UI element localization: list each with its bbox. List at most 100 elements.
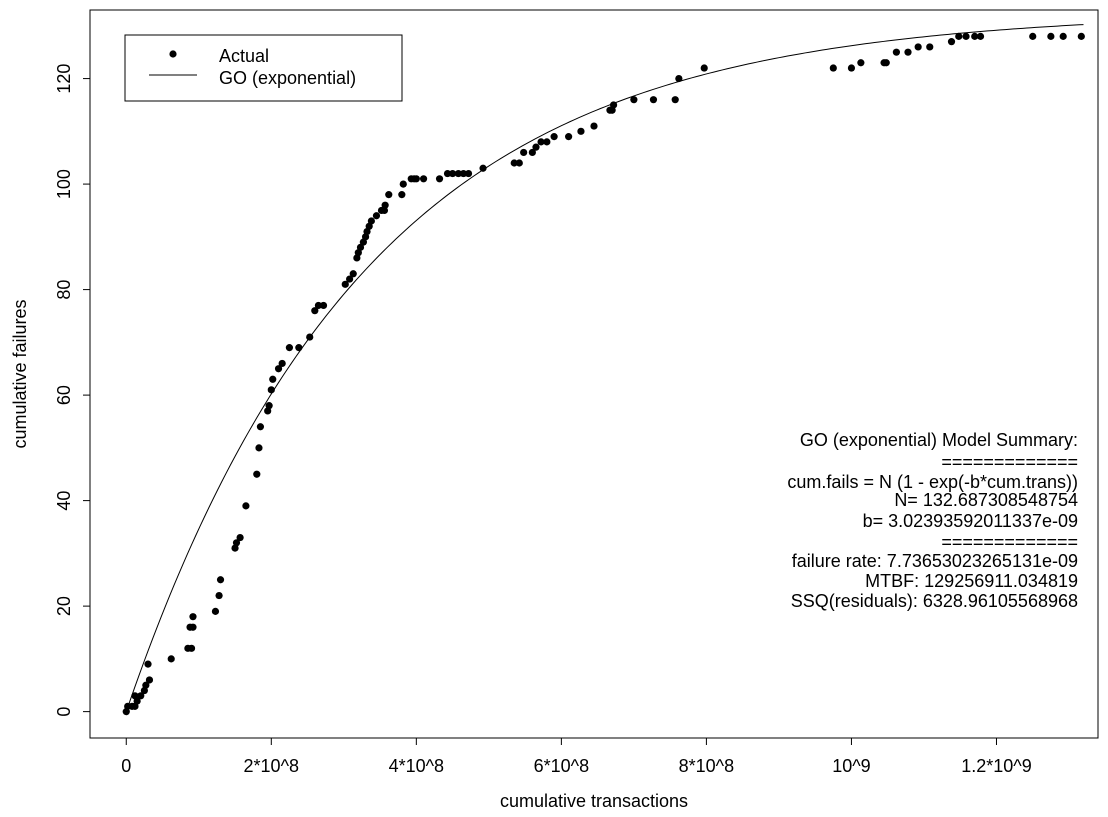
actual-point — [311, 307, 319, 315]
actual-point — [145, 676, 154, 684]
x-tick-label: 8*10^8 — [679, 756, 735, 776]
y-tick-label: 40 — [54, 491, 74, 511]
actual-point — [675, 74, 683, 83]
actual-point — [372, 212, 381, 220]
actual-point — [367, 217, 375, 225]
actual-point — [443, 169, 452, 178]
actual-point — [189, 623, 197, 631]
actual-point — [216, 576, 225, 584]
actual-point — [167, 655, 175, 663]
x-tick-label: 10^9 — [832, 756, 870, 776]
x-tick-label: 0 — [121, 756, 131, 776]
y-tick-label: 120 — [54, 64, 74, 94]
actual-point — [459, 169, 468, 178]
actual-point — [464, 169, 473, 178]
actual-point — [1059, 32, 1067, 40]
actual-point — [341, 280, 349, 288]
actual-point — [857, 59, 865, 67]
summary-failure-rate: failure rate: 7.73653023265131e-09 — [792, 551, 1078, 571]
actual-point — [274, 365, 283, 373]
actual-point — [398, 191, 406, 199]
actual-point — [419, 175, 428, 183]
actual-point — [892, 48, 901, 56]
y-tick-label: 100 — [54, 169, 74, 199]
actual-point — [137, 692, 145, 700]
summary-separator-1: ============= — [941, 452, 1078, 472]
actual-point — [399, 180, 407, 188]
actual-point — [314, 301, 323, 310]
actual-point — [144, 660, 152, 668]
actual-point — [630, 96, 638, 104]
y-tick-label: 60 — [54, 385, 74, 405]
actual-point — [319, 301, 328, 310]
actual-point — [278, 359, 286, 368]
actual-point — [955, 32, 963, 40]
actual-point — [847, 64, 856, 72]
actual-point — [232, 539, 241, 547]
actual-point — [577, 127, 585, 135]
actual-point — [947, 38, 956, 46]
actual-point — [829, 64, 837, 72]
actual-point — [520, 148, 528, 157]
actual-point — [356, 243, 365, 251]
legend: Actual GO (exponential) — [124, 34, 403, 102]
actual-point — [537, 138, 545, 146]
legend-label-actual: Actual — [219, 46, 269, 66]
y-tick-label: 80 — [54, 280, 74, 300]
actual-point — [649, 96, 658, 104]
actual-point — [1029, 32, 1037, 40]
actual-point — [189, 613, 197, 621]
actual-point — [532, 143, 540, 151]
legend-point-marker — [169, 50, 177, 58]
y-axis: 0 20 40 60 80 100 120 — [54, 64, 91, 717]
summary-mtbf: MTBF: 129256911.034819 — [865, 571, 1078, 591]
x-tick-label: 1.2*10^9 — [961, 756, 1032, 776]
actual-point — [131, 692, 139, 700]
actual-point — [269, 375, 277, 383]
actual-point — [267, 386, 275, 394]
summary-n: N= 132.687308548754 — [894, 490, 1078, 510]
model-summary: GO (exponential) Model Summary: ========… — [787, 430, 1078, 611]
actual-point — [528, 148, 536, 157]
actual-point — [454, 169, 462, 178]
actual-point — [412, 175, 420, 183]
actual-point — [265, 402, 273, 410]
go-exponential-line — [125, 24, 1084, 712]
actual-point — [187, 644, 196, 652]
actual-point — [543, 138, 551, 146]
actual-point — [976, 32, 985, 40]
actual-point — [253, 470, 261, 478]
actual-point — [142, 681, 150, 689]
x-tick-label: 6*10^8 — [534, 756, 590, 776]
actual-point — [435, 175, 444, 183]
actual-point — [236, 533, 244, 542]
summary-ssq: SSQ(residuals): 6328.96105568968 — [791, 591, 1078, 611]
actual-series — [122, 32, 1085, 716]
actual-point — [285, 344, 294, 352]
x-axis-label: cumulative transactions — [500, 791, 688, 811]
actual-point — [255, 444, 263, 452]
y-axis-label: cumulative failures — [10, 299, 30, 448]
actual-point — [700, 64, 708, 72]
x-tick-label: 4*10^8 — [389, 756, 445, 776]
actual-point — [590, 122, 598, 130]
plot-frame — [89, 9, 1099, 739]
actual-point — [242, 502, 250, 510]
actual-point — [349, 270, 357, 278]
actual-point — [346, 275, 354, 283]
actual-point — [448, 169, 457, 178]
actual-point — [380, 206, 389, 215]
x-tick-label: 2*10^8 — [244, 756, 300, 776]
legend-label-go: GO (exponential) — [219, 68, 356, 88]
actual-point — [609, 101, 618, 109]
actual-point — [971, 32, 979, 40]
summary-separator-2: ============= — [941, 532, 1078, 552]
actual-point — [306, 333, 314, 341]
x-axis: 0 2*10^8 4*10^8 6*10^8 8*10^8 10^9 1.2*10^9 — [121, 737, 1032, 776]
actual-point — [211, 607, 220, 615]
actual-point — [882, 59, 890, 67]
actual-point — [1047, 32, 1055, 40]
summary-b: b= 3.02393592011337e-09 — [863, 511, 1078, 531]
actual-point — [962, 32, 970, 40]
